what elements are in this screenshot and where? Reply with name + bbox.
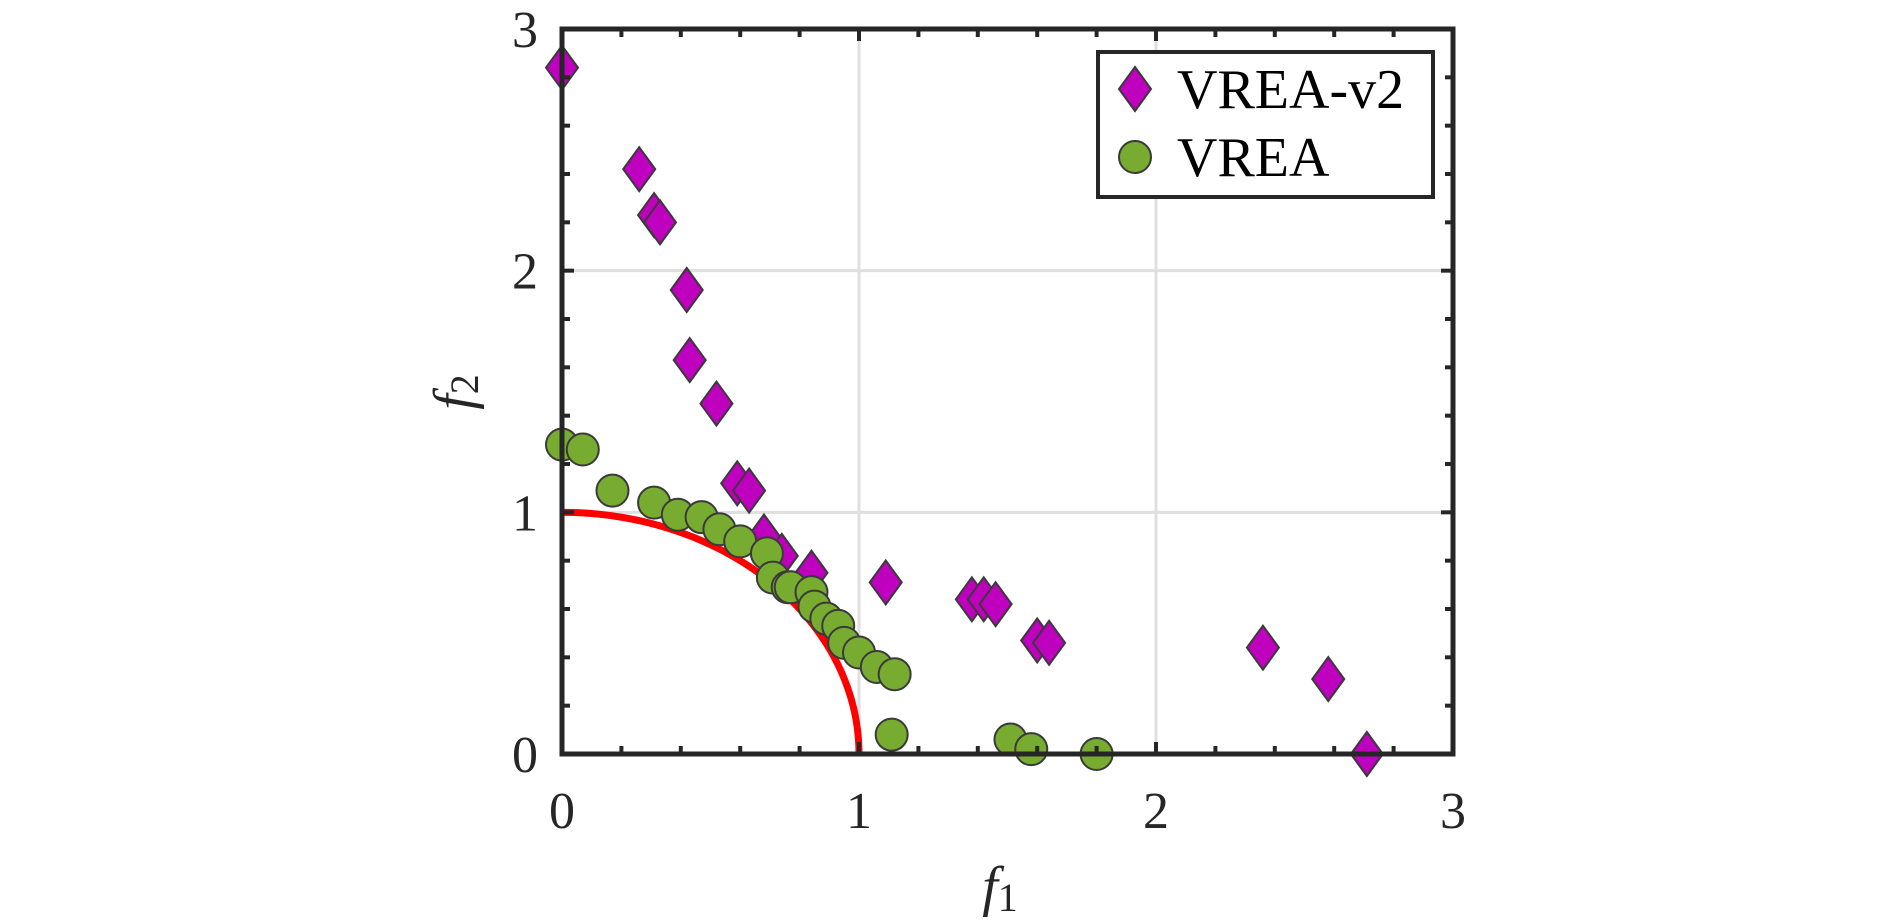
x-tick-label: 2 <box>1143 783 1169 840</box>
data-point-diamond <box>672 336 707 384</box>
reference-pareto-front-curve <box>561 508 863 755</box>
plot-area-border <box>559 26 1456 757</box>
y-tick-label: 2 <box>512 244 538 301</box>
data-point-diamond <box>731 466 767 515</box>
data-point-diamond <box>1245 623 1281 672</box>
data-point-circle <box>595 473 630 508</box>
data-point-circle <box>877 657 912 692</box>
y-tick-label: 3 <box>512 2 538 59</box>
data-point-circle <box>1014 732 1049 767</box>
data-point-circle <box>874 717 909 752</box>
data-point-diamond <box>1031 619 1067 667</box>
data-point-diamond <box>978 580 1013 628</box>
reference-curve-layer <box>561 508 863 755</box>
data-point-diamond <box>1311 655 1346 703</box>
y-tick-label: 0 <box>512 727 538 784</box>
legend: VREA-v2 VREA <box>1096 50 1435 199</box>
data-point-diamond <box>669 266 704 314</box>
x-tick-label: 3 <box>1440 783 1466 840</box>
data-point-diamond <box>642 198 678 247</box>
data-point-diamond <box>621 145 657 193</box>
y-axis-label: f2 <box>423 374 487 410</box>
data-points-layer <box>544 43 1385 778</box>
axes-box <box>559 26 1456 757</box>
data-point-circle <box>565 432 600 467</box>
x-tick-label: 0 <box>549 783 575 840</box>
data-point-diamond <box>868 558 903 607</box>
ticks <box>560 27 1455 756</box>
y-tick-label: 1 <box>512 485 538 542</box>
legend-box <box>1096 50 1435 199</box>
legend-label-vrea: VREA <box>1177 127 1330 189</box>
series-vrea <box>545 427 1114 771</box>
y-axis-label-subscript: 2 <box>442 374 487 394</box>
legend-circle-icon <box>1118 140 1152 174</box>
x-axis-label: f1 <box>982 856 1018 920</box>
legend-diamond-icon <box>1117 65 1153 113</box>
x-axis-label-subscript: 1 <box>998 875 1018 920</box>
x-tick-label: 1 <box>846 783 872 840</box>
data-point-diamond <box>699 379 734 428</box>
legend-label-vrea-v2: VREA-v2 <box>1177 59 1404 121</box>
tick-labels: 0 1 2 3 0 1 2 3 <box>512 2 1466 840</box>
